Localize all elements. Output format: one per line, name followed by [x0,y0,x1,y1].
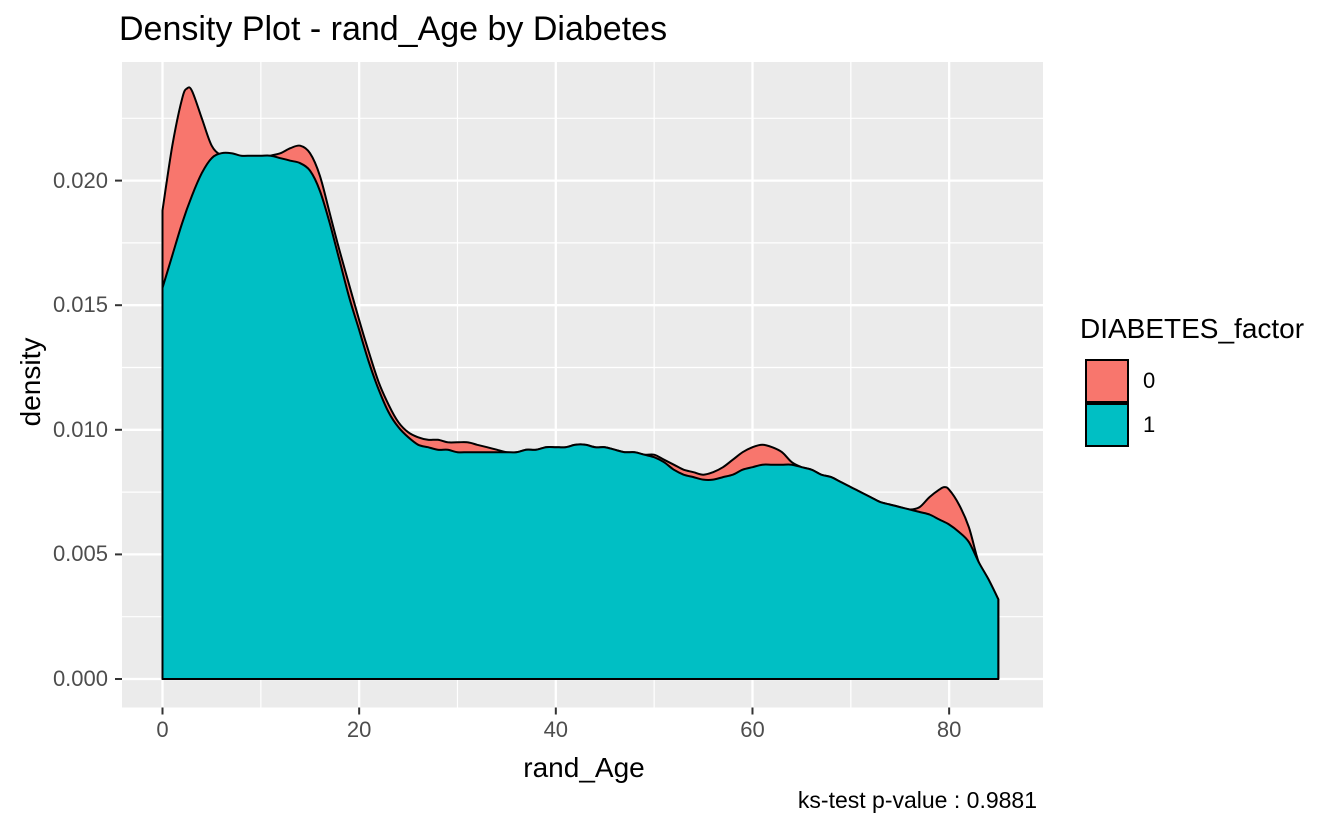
y-tick-label: 0.000 [52,666,108,691]
x-tick-label: 60 [740,717,765,742]
legend-item-1: 1 [1085,403,1304,447]
y-axis-title: density [15,337,46,427]
plot-title: Density Plot - rand_Age by Diabetes [119,10,668,48]
y-tick-label: 0.010 [52,416,108,442]
y-tick-label: 0.005 [52,541,108,567]
x-tick-label: 20 [346,717,372,742]
legend-items: 0 1 [1085,359,1304,447]
legend-swatch-0-icon [1085,359,1129,403]
legend-label-1: 1 [1143,412,1156,437]
x-tick-label: 0 [156,717,169,742]
legend-title: DIABETES_factor [1080,313,1305,344]
x-axis-title: rand_Age [523,752,645,783]
legend-label-0: 0 [1143,368,1156,393]
legend: DIABETES_factor 0 1 [1080,312,1304,447]
caption: ks-test p-value : 0.9881 [797,787,1037,813]
density-area-1 [161,151,1000,680]
legend-item-0: 0 [1085,359,1304,403]
y-tick-label: 0.015 [52,292,108,318]
legend-swatch-1-icon [1085,403,1129,447]
x-tick-label: 40 [543,717,569,742]
y-tick-label: 0.020 [52,167,108,193]
x-tick-label: 80 [936,717,962,742]
